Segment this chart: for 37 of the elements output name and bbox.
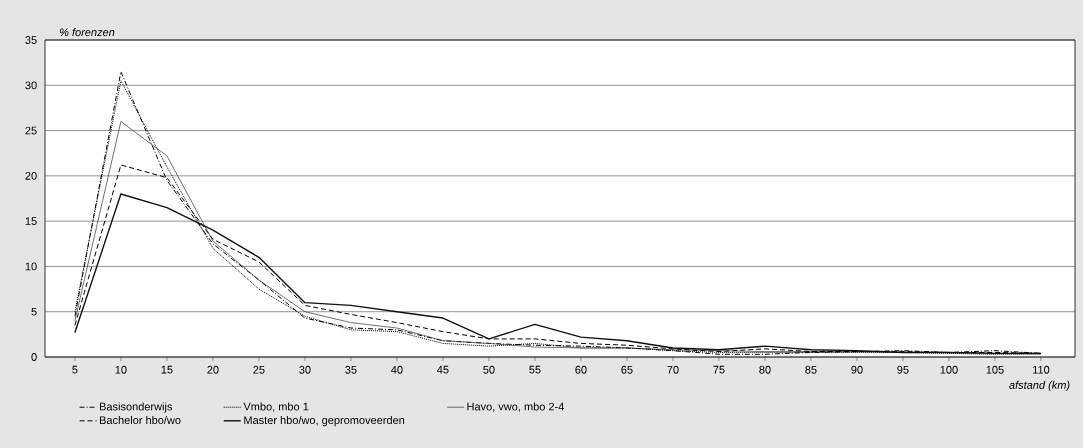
x-tick-label: 85	[805, 365, 817, 374]
y-tick-label: 35	[25, 36, 37, 44]
x-tick-label: 20	[207, 365, 219, 374]
y-tick-label: 30	[25, 81, 37, 90]
x-tick-label: 10	[115, 365, 127, 374]
y-axis-title: % forenzen	[59, 28, 115, 37]
y-tick-label: 10	[25, 262, 37, 271]
legend-label: Vmbo, mbo 1	[243, 402, 309, 412]
x-tick-label: 55	[529, 365, 541, 374]
x-tick-label: 45	[437, 365, 449, 374]
x-tick-label: 50	[483, 365, 495, 374]
y-tick-label: 15	[25, 217, 37, 225]
legend-label: Havo, vwo, mbo 2-4	[467, 402, 565, 412]
x-tick-label: 15	[161, 365, 173, 374]
legend-label: Master hbo/wo, gepromoveerden	[244, 416, 405, 427]
x-tick-label: 35	[345, 365, 357, 374]
x-tick-label: 30	[299, 365, 311, 374]
legend-label: Basisonderwijs	[99, 402, 173, 413]
y-tick-label: 25	[25, 126, 37, 135]
x-tick-label: 75	[713, 365, 725, 374]
x-tick-label: 80	[759, 365, 771, 374]
y-tick-label: 5	[31, 307, 37, 316]
y-tick-label: 0	[31, 353, 37, 361]
y-tick-label: 20	[25, 171, 37, 180]
x-tick-label: 65	[621, 365, 633, 374]
x-tick-label: 105	[986, 365, 1004, 374]
x-tick-label: 95	[897, 365, 909, 374]
x-tick-label: 5	[72, 365, 78, 374]
x-tick-label: 40	[391, 365, 403, 374]
x-tick-label: 60	[575, 365, 587, 374]
legend-label: Bachelor hbo/wo	[99, 416, 181, 425]
x-tick-label: 25	[253, 365, 265, 374]
x-tick-label: 100	[940, 365, 958, 374]
x-tick-label: 90	[851, 365, 863, 374]
x-axis-title: afstand (km)	[1009, 380, 1070, 392]
x-tick-label: 110	[1033, 365, 1050, 374]
x-tick-label: 70	[667, 365, 679, 374]
